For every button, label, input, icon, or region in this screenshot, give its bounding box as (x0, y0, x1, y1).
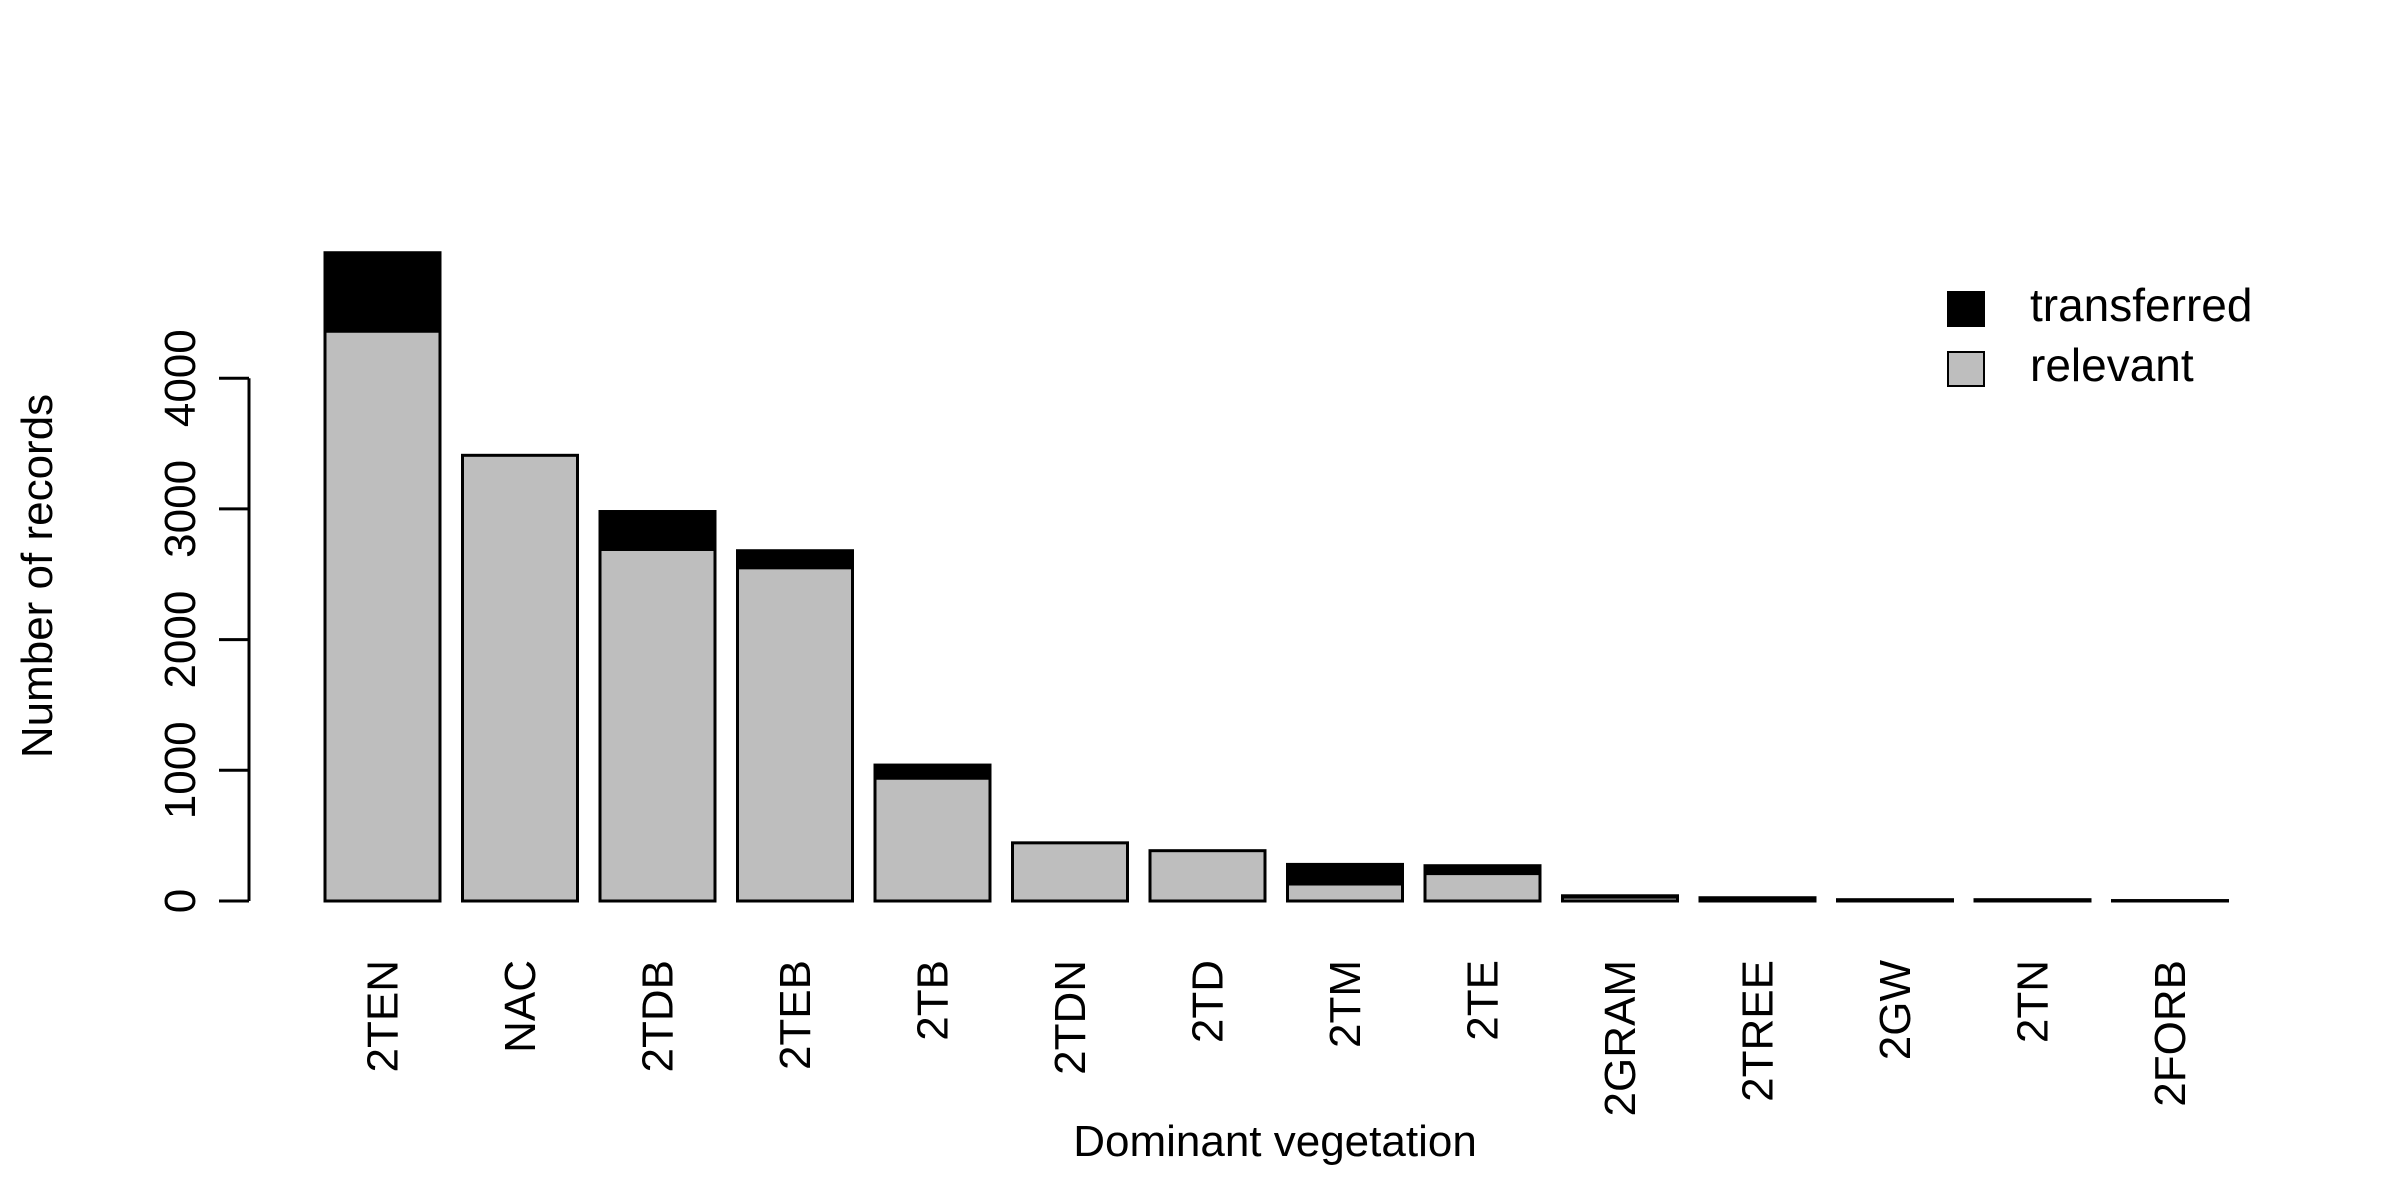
legend-label: relevant (2030, 339, 2194, 391)
x-tick-label: NAC (496, 960, 545, 1053)
x-axis-label: Dominant vegetation (1073, 1117, 1477, 1166)
x-tick-label: 2TEB (771, 960, 820, 1070)
x-tick-label: 2FORB (2146, 960, 2195, 1107)
x-tick-label: 2GRAM (1596, 960, 1645, 1116)
x-tick-label: 2TM (1321, 960, 1370, 1048)
y-tick-label: 4000 (156, 329, 205, 427)
y-axis-label: Number of records (13, 394, 62, 758)
bar-relevant (1148, 849, 1267, 903)
x-tick-label: 2GW (1871, 960, 1920, 1061)
x-tick-label: 2TD (1184, 960, 1233, 1043)
y-tick-label: 2000 (156, 591, 205, 689)
bar-transferred (736, 549, 854, 570)
bar-relevant (1423, 872, 1542, 903)
y-tick-label: 0 (156, 889, 205, 913)
bar-transferred (1286, 862, 1404, 886)
bar-relevant (1286, 882, 1404, 903)
x-tick-label: 2TE (1459, 960, 1508, 1041)
x-tick-labels: 2TEN NAC 2TDB 2TEB 2TB 2TDN 2TD 2TM 2TE 2GRAM 2TRE… (359, 960, 2196, 1117)
legend: transferred relevant (1947, 279, 2252, 391)
y-tick-label: 1000 (156, 721, 205, 819)
bar-transferred (323, 251, 442, 333)
x-tick-label: 2TREE (1734, 960, 1783, 1102)
x-tick-label: 2TDN (1046, 960, 1095, 1075)
y-axis: 0 1000 2000 3000 4000 (156, 329, 251, 913)
x-tick-label: 2TN (2009, 960, 2058, 1043)
bars (323, 251, 2229, 903)
bar-relevant (1011, 841, 1129, 903)
x-tick-label: 2TB (909, 960, 958, 1041)
bar-transferred (1698, 896, 1817, 902)
legend-label: transferred (2030, 279, 2252, 331)
legend-swatch (1947, 291, 1985, 327)
bar-relevant (873, 776, 992, 903)
bar-relevant (461, 453, 579, 903)
x-tick-label: 2TEN (359, 960, 408, 1072)
bar-relevant (323, 329, 442, 903)
legend-swatch (1947, 351, 1985, 387)
bar-transferred (1423, 864, 1542, 876)
bar-transferred (598, 510, 717, 551)
y-tick-label: 3000 (156, 460, 205, 558)
bar-transferred (873, 763, 992, 780)
bar-transferred (1973, 898, 2092, 902)
bar-relevant (736, 566, 854, 903)
bar-transferred (1836, 898, 1954, 902)
bar-relevant (598, 547, 717, 903)
bar-transferred (1561, 894, 1679, 899)
x-tick-label: 2TDB (634, 960, 683, 1072)
